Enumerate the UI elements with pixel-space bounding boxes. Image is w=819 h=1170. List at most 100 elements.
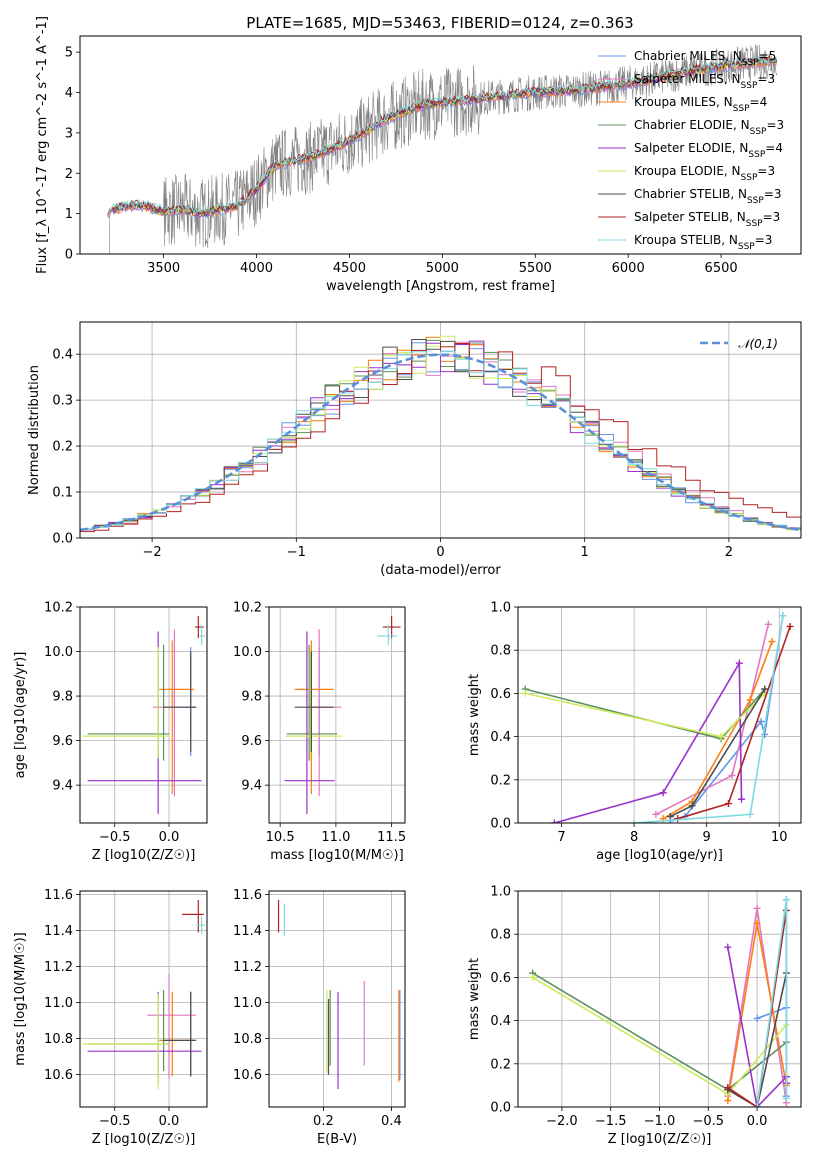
y-tick-label: 9.8 <box>241 690 262 705</box>
weight-marker <box>746 810 754 818</box>
errorbar-age-vs-mass-8 <box>377 624 398 645</box>
weight-line-weight-vs-age-2 <box>662 641 773 820</box>
plot-area-weight-vs-Z <box>529 896 790 1107</box>
plot-area-residual-hist <box>80 335 801 534</box>
errorbar-mass-vs-Z-7 <box>182 900 204 933</box>
errorbar-mass-vs-Z-5 <box>82 993 170 1089</box>
y-tick-label: 11.6 <box>233 888 262 903</box>
y-tick-label: 10.6 <box>44 1068 73 1083</box>
x-tick-label: 10.5 <box>266 830 295 845</box>
x-tick-label: 9 <box>703 830 711 845</box>
weight-marker <box>779 612 787 620</box>
errorbar-age-vs-Z-3 <box>87 644 170 761</box>
x-tick-label: −2 <box>143 545 162 560</box>
spectrum-model-line-6 <box>107 56 777 217</box>
weight-line-weight-vs-age-7 <box>677 626 791 820</box>
y-tick-label: 11.0 <box>233 996 262 1011</box>
axes-mass-vs-Z: −0.5 0.0 10.6 10.8 11.0 11.2 11.4 11.6 Z [log10(… <box>13 888 208 1147</box>
x-tick-label: −0.5 <box>99 830 131 845</box>
y-tick-label: 2 <box>65 167 73 182</box>
y-tick-label: 0.6 <box>490 687 511 702</box>
y-tick-label: 5 <box>65 46 73 61</box>
weight-marker <box>753 1103 761 1107</box>
axes-frame <box>79 606 208 824</box>
y-tick-label: 0.0 <box>490 1101 511 1116</box>
x-axis-label: mass [log10(M/M☉)] <box>270 848 403 863</box>
x-axis-label: Z [log10(Z/Z☉)] <box>92 848 196 863</box>
y-tick-label: 0.4 <box>490 1014 511 1029</box>
legend-entry-8: Kroupa STELIB, NSSP=3 <box>634 233 772 252</box>
spectrum-model-line-7 <box>107 55 778 215</box>
weight-marker <box>728 771 736 779</box>
x-axis-label: E(B-V) <box>317 1132 357 1147</box>
y-tick-label: 0 <box>65 248 73 263</box>
y-tick-label: 10.2 <box>233 601 262 616</box>
weight-marker <box>746 696 754 704</box>
weight-line-weight-vs-Z-6 <box>727 972 788 1107</box>
y-tick-label: 0.4 <box>490 730 511 745</box>
y-tick-label: 11.0 <box>44 996 73 1011</box>
x-tick-label: 6500 <box>705 261 738 276</box>
weight-marker <box>630 819 638 823</box>
axes-spectrum: 3500 4000 4500 5000 5500 6000 6500 0 1 2 3 4 5 wavele… <box>35 16 802 294</box>
y-tick-label: 11.2 <box>233 960 262 975</box>
x-tick-label: 0.2 <box>313 1114 334 1129</box>
legend-entry-2: Kroupa MILES, NSSP=4 <box>634 95 767 114</box>
y-axis-label: Normed distribution <box>27 365 42 495</box>
x-tick-label: −1 <box>287 545 306 560</box>
errorbar-age-vs-Z-2 <box>159 640 194 795</box>
weight-marker <box>666 813 674 821</box>
y-tick-label: 4 <box>65 86 73 101</box>
errorbar-age-vs-Z-4 <box>87 631 202 815</box>
x-tick-label: 0.0 <box>159 830 180 845</box>
axes-frame <box>517 890 802 1108</box>
errorbar-age-vs-Z-1 <box>152 629 197 797</box>
x-tick-label: −1.0 <box>644 1114 676 1129</box>
weight-marker <box>674 815 682 823</box>
y-axis-label: Flux [f_λ 10^-17 erg cm^-2 s^-1 A^-1] <box>35 16 50 274</box>
y-tick-label: 9.8 <box>52 690 73 705</box>
weight-marker <box>768 638 776 646</box>
errorbar-mass-vs-Z-3 <box>87 990 170 1071</box>
plot-area-spectrum <box>107 44 778 254</box>
weight-marker <box>659 789 667 797</box>
weight-marker <box>782 896 790 904</box>
y-tick-label: 0.1 <box>52 486 73 501</box>
axes-residual-hist: −2 −1 0 1 2 0.0 0.1 0.2 0.3 0.4 (data-model)/error… <box>27 321 802 578</box>
plot-area-age-vs-mass <box>284 615 401 815</box>
y-tick-label: 11.6 <box>44 888 73 903</box>
axes-weight-vs-age: 7 8 9 10 0.0 0.2 0.4 0.6 0.8 1.0 age [log10(age/yr… <box>467 601 802 863</box>
errorbar-mass-vs-Z-4 <box>87 991 202 1082</box>
y-tick-label: 1.0 <box>490 601 511 616</box>
x-tick-label: −0.5 <box>99 1114 131 1129</box>
weight-marker <box>652 810 660 818</box>
axes-age-vs-mass: 10.5 11.0 11.5 9.4 9.6 9.8 10.0 10.2 mass [log10… <box>233 601 406 864</box>
y-tick-label: 9.4 <box>52 779 73 794</box>
weight-marker <box>753 919 761 927</box>
errorbar-age-vs-Z-7 <box>195 615 204 639</box>
x-tick-label: 4000 <box>240 261 273 276</box>
spectrum-model-line-4 <box>107 57 778 218</box>
y-tick-label: 3 <box>65 126 73 141</box>
y-tick-label: 1 <box>65 207 73 222</box>
x-tick-label: 11.0 <box>321 830 350 845</box>
axes-age-vs-Z: −0.5 0.0 9.4 9.6 9.8 10.0 10.2 Z [log10(Z/Z☉)] a… <box>13 601 208 863</box>
plot-area-age-vs-Z <box>82 615 205 815</box>
weight-marker <box>717 733 725 741</box>
axes-weight-vs-Z: −2.0 −1.5 −1.0 −0.5 0.0 0.0 0.2 0.4 0.6 0.8 1.0 Z [… <box>467 885 802 1147</box>
legend-entry-4: Salpeter ELODIE, NSSP=4 <box>634 141 783 160</box>
legend-entry-7: Salpeter STELIB, NSSP=3 <box>634 210 780 229</box>
x-axis-label: age [log10(age/yr)] <box>596 848 723 863</box>
plot-area-mass-vs-ebv <box>277 900 401 1089</box>
errorbar-age-vs-mass-2 <box>294 640 334 795</box>
weight-marker <box>737 795 745 803</box>
y-tick-label: 0.0 <box>490 817 511 832</box>
errorbar-age-vs-Z-8 <box>199 624 205 645</box>
y-tick-label: 0.2 <box>490 773 511 788</box>
x-tick-label: 6000 <box>612 261 645 276</box>
errorbar-age-vs-Z-6 <box>163 651 197 752</box>
errorbar-age-vs-Z-5 <box>82 647 170 759</box>
x-tick-label: −0.5 <box>693 1114 725 1129</box>
